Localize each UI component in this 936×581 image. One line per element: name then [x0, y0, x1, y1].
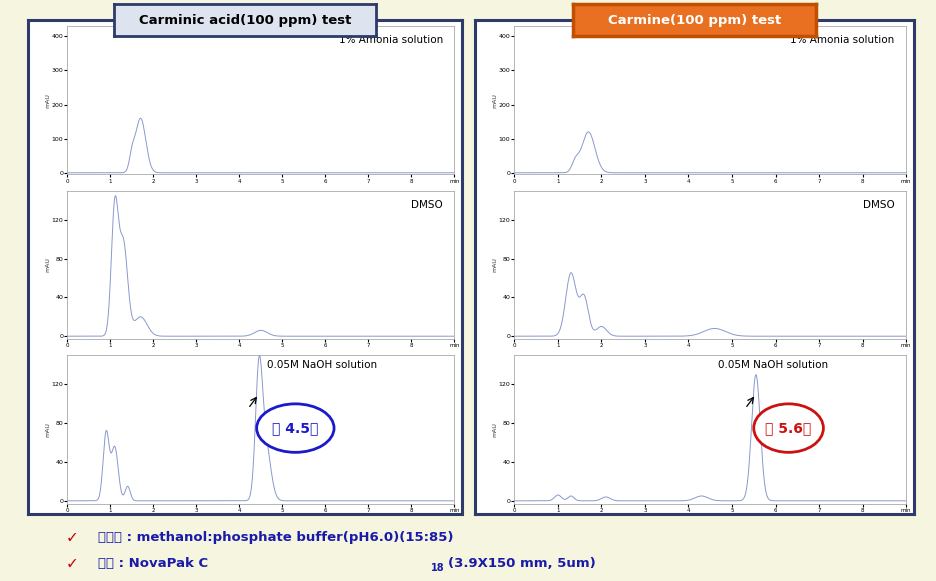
Y-axis label: mAU: mAU [45, 93, 51, 107]
Text: 약 5.6분: 약 5.6분 [765, 421, 811, 435]
Text: 약 4.5분: 약 4.5분 [271, 421, 318, 435]
Ellipse shape [753, 404, 823, 453]
Text: DMSO: DMSO [411, 200, 443, 210]
Text: ✓: ✓ [66, 530, 79, 545]
Ellipse shape [256, 404, 334, 453]
Text: Carmine(100 ppm) test: Carmine(100 ppm) test [607, 14, 780, 27]
Text: 18: 18 [431, 563, 445, 573]
Text: 0.05M NaOH solution: 0.05M NaOH solution [267, 360, 376, 370]
Text: (3.9X150 mm, 5um): (3.9X150 mm, 5um) [447, 557, 595, 570]
Text: 이동상 : methanol:phosphate buffer(pH6.0)(15:85): 이동상 : methanol:phosphate buffer(pH6.0)(1… [98, 531, 453, 544]
Y-axis label: mAU: mAU [491, 422, 497, 437]
Y-axis label: mAU: mAU [491, 93, 497, 107]
Text: Carminic acid(100 ppm) test: Carminic acid(100 ppm) test [139, 14, 351, 27]
Text: 콜럼 : NovaPak C: 콜럼 : NovaPak C [98, 557, 209, 570]
Y-axis label: mAU: mAU [491, 257, 497, 272]
Text: 0.05M NaOH solution: 0.05M NaOH solution [717, 360, 826, 370]
Text: ✓: ✓ [66, 556, 79, 571]
Y-axis label: mAU: mAU [45, 422, 51, 437]
Text: DMSO: DMSO [862, 200, 893, 210]
Text: 1% Amonia solution: 1% Amonia solution [338, 35, 443, 45]
Y-axis label: mAU: mAU [45, 257, 51, 272]
Text: 1% Amonia solution: 1% Amonia solution [789, 35, 893, 45]
